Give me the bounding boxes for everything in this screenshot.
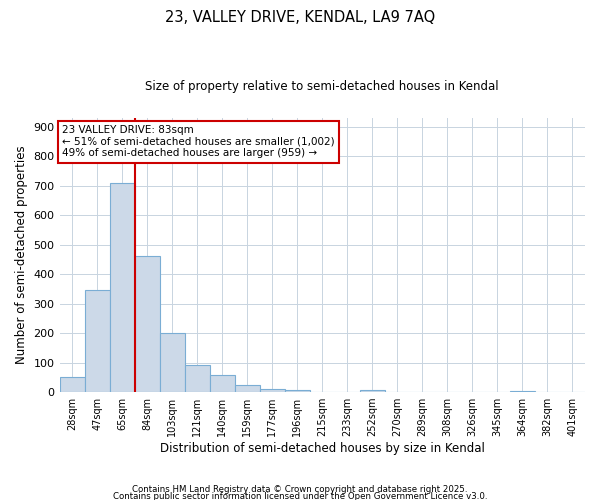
Title: Size of property relative to semi-detached houses in Kendal: Size of property relative to semi-detach… — [145, 80, 499, 93]
Bar — [160, 333, 185, 392]
Text: Contains HM Land Registry data © Crown copyright and database right 2025.: Contains HM Land Registry data © Crown c… — [132, 485, 468, 494]
Y-axis label: Number of semi-detached properties: Number of semi-detached properties — [15, 146, 28, 364]
X-axis label: Distribution of semi-detached houses by size in Kendal: Distribution of semi-detached houses by … — [160, 442, 485, 455]
Bar — [85, 290, 110, 392]
Bar — [59, 378, 85, 392]
Bar — [110, 182, 134, 392]
Bar — [185, 365, 209, 392]
Text: 23, VALLEY DRIVE, KENDAL, LA9 7AQ: 23, VALLEY DRIVE, KENDAL, LA9 7AQ — [165, 10, 435, 25]
Bar — [510, 390, 535, 392]
Bar — [134, 256, 160, 392]
Bar — [209, 375, 235, 392]
Bar — [360, 390, 385, 392]
Bar — [235, 384, 260, 392]
Bar — [260, 388, 285, 392]
Text: Contains public sector information licensed under the Open Government Licence v3: Contains public sector information licen… — [113, 492, 487, 500]
Text: 23 VALLEY DRIVE: 83sqm
← 51% of semi-detached houses are smaller (1,002)
49% of : 23 VALLEY DRIVE: 83sqm ← 51% of semi-det… — [62, 125, 335, 158]
Bar — [285, 390, 310, 392]
